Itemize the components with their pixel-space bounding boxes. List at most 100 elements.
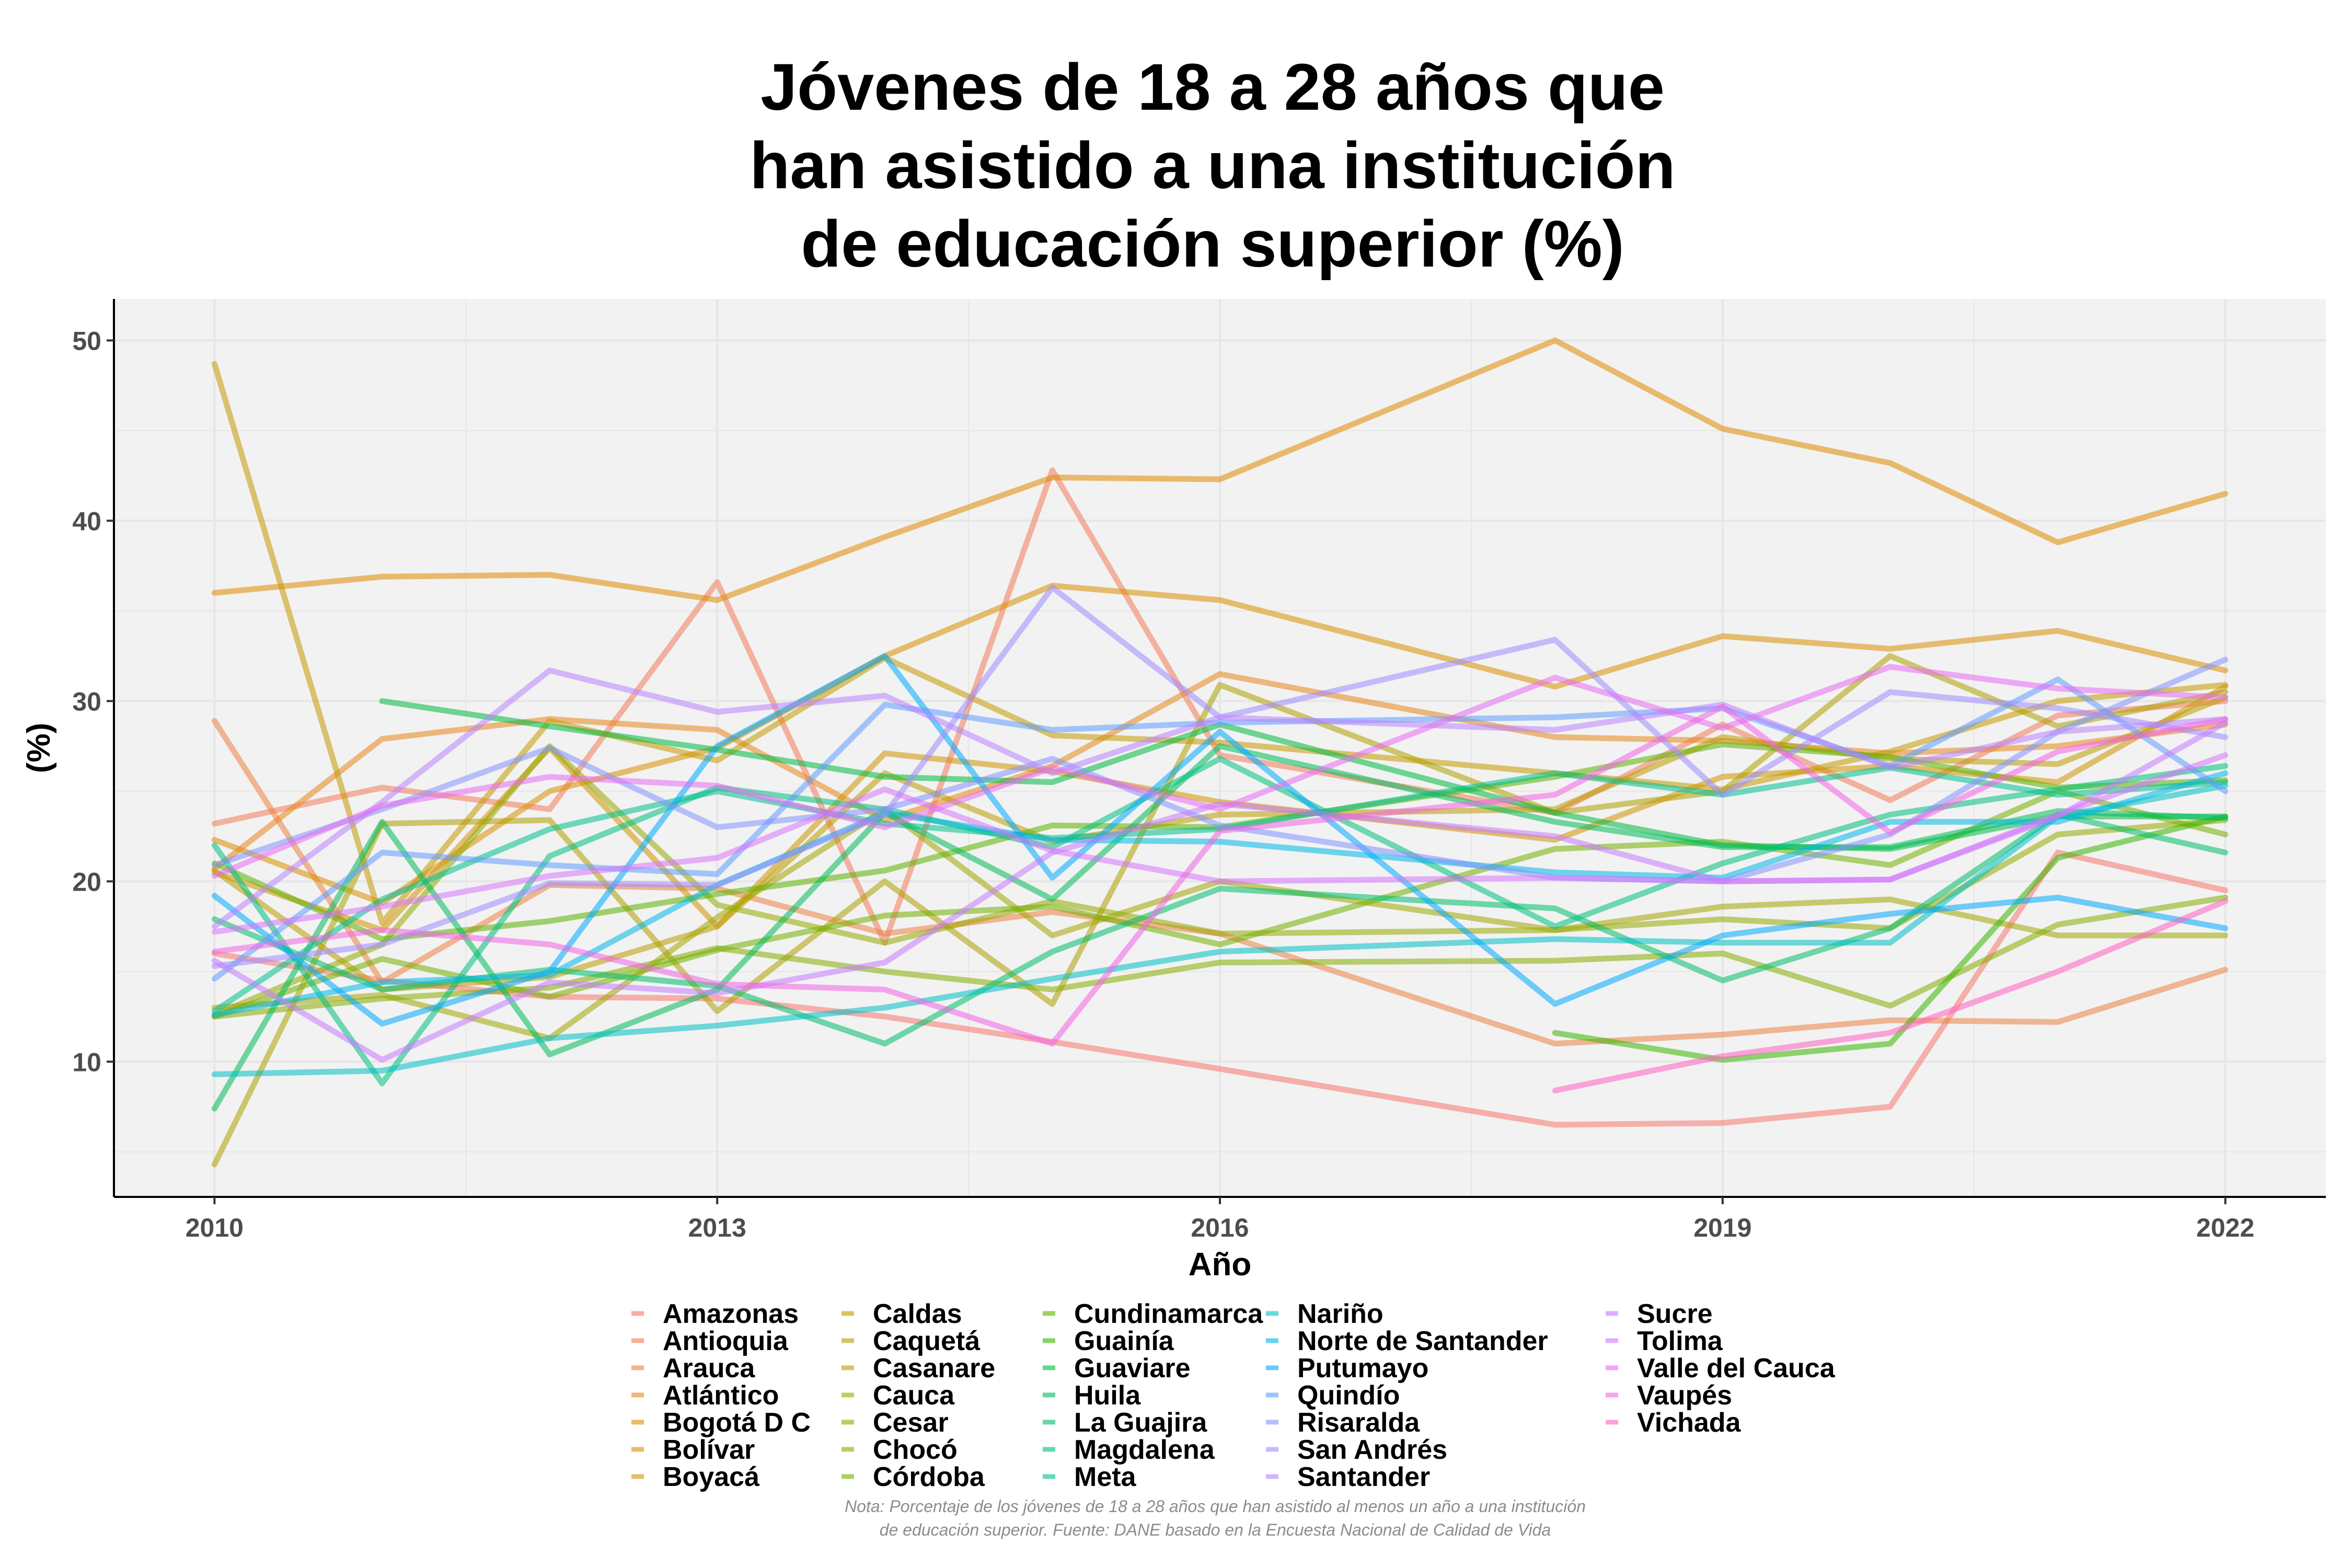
x-tick-label: 2010 <box>186 1213 244 1242</box>
legend-item: Guainía <box>1043 1326 1174 1356</box>
legend-label: San Andrés <box>1297 1435 1447 1465</box>
legend-item: Risaralda <box>1266 1408 1420 1438</box>
legend-item: Caldas <box>841 1299 962 1329</box>
legend-item: Cundinamarca <box>1043 1299 1263 1329</box>
legend-label: Putumayo <box>1297 1353 1428 1383</box>
y-tick-label: 40 <box>72 506 101 536</box>
legend-label: Guainía <box>1074 1326 1174 1356</box>
chart-title-line-3: de educación superior (%) <box>801 207 1624 281</box>
legend-label: Sucre <box>1637 1299 1713 1329</box>
legend-item: Chocó <box>841 1435 958 1465</box>
series-line-quindio <box>211 676 2229 982</box>
legend-label: Nariño <box>1297 1299 1383 1329</box>
legend-label: Casanare <box>873 1353 995 1383</box>
series-line-guainia <box>1552 813 2229 1063</box>
y-tick-label: 10 <box>72 1047 101 1077</box>
chart-title-line-2: han asistido a una institución <box>750 129 1675 202</box>
series-line-vaupes <box>211 704 2229 1047</box>
y-axis-ticks: 10 20 30 40 50 <box>72 326 114 1077</box>
legend-label: Meta <box>1074 1462 1137 1492</box>
legend-item: Valle del Cauca <box>1606 1353 1836 1383</box>
legend-label: Vichada <box>1637 1408 1742 1438</box>
caption-line-1: Nota: Porcentaje de los jóvenes de 18 a … <box>845 1497 1586 1516</box>
legend-label: Cundinamarca <box>1074 1299 1263 1329</box>
legend-item: Meta <box>1043 1462 1137 1492</box>
legend-item: San Andrés <box>1266 1435 1447 1465</box>
series-line-antioquia <box>211 467 2229 946</box>
x-axis-ticks: 2010 2013 2016 2019 2022 <box>186 1197 2254 1242</box>
series-line-narino <box>211 782 2229 1077</box>
legend-item: Guaviare <box>1043 1353 1191 1383</box>
legend-label: La Guajira <box>1074 1408 1207 1438</box>
y-tick-label: 30 <box>72 687 101 716</box>
legend-item: Bolívar <box>631 1435 755 1465</box>
legend-item: Cauca <box>841 1380 955 1411</box>
legend-label: Córdoba <box>873 1462 985 1492</box>
legend-item: Bogotá D C <box>631 1408 811 1438</box>
y-tick-label: 20 <box>72 867 101 896</box>
legend-label: Bolívar <box>663 1435 755 1465</box>
x-axis-title: Año <box>1189 1247 1252 1283</box>
legend-item: Caquetá <box>841 1326 981 1356</box>
series-line-santander <box>211 667 2229 929</box>
legend-label: Bogotá D C <box>663 1408 811 1438</box>
legend-item: Santander <box>1266 1462 1430 1492</box>
legend-item: Vaupés <box>1606 1380 1732 1411</box>
legend-item: Huila <box>1043 1380 1141 1411</box>
legend-label: Amazonas <box>663 1299 799 1329</box>
series-line-san-andres <box>211 584 2229 969</box>
series-line-bolivar <box>211 583 2229 906</box>
series-line-valle-del-cauca <box>211 664 2229 879</box>
legend-label: Vaupés <box>1637 1380 1732 1411</box>
legend-item: Casanare <box>841 1353 995 1383</box>
series-line-cauca <box>211 806 2229 1041</box>
legend-item: Córdoba <box>841 1462 985 1492</box>
series-line-cordoba <box>211 788 2229 1020</box>
legend-label: Arauca <box>663 1353 755 1383</box>
legend-item: Tolima <box>1606 1326 1723 1356</box>
series-line-caldas <box>211 361 2229 926</box>
legend-label: Boyacá <box>663 1462 760 1492</box>
legend-item: Boyacá <box>631 1462 760 1492</box>
legend-label: Antioquia <box>663 1326 789 1356</box>
legend-label: Valle del Cauca <box>1637 1353 1836 1383</box>
legend-item: Sucre <box>1606 1299 1713 1329</box>
series-line-bogota-d-c <box>211 337 2229 603</box>
legend-label: Magdalena <box>1074 1435 1215 1465</box>
series-line-putumayo <box>211 653 2229 1027</box>
legend-label: Huila <box>1074 1380 1141 1411</box>
legend-label: Cauca <box>873 1380 955 1411</box>
x-tick-label: 2019 <box>1693 1213 1751 1242</box>
legend-label: Atlántico <box>663 1380 779 1411</box>
legend-item: Putumayo <box>1266 1353 1428 1383</box>
legend-item: Arauca <box>631 1353 755 1383</box>
series-line-huila <box>211 743 2229 1112</box>
legend-label: Quindío <box>1297 1380 1400 1411</box>
series-line-tolima <box>211 752 2229 935</box>
x-tick-label: 2016 <box>1191 1213 1249 1242</box>
y-axis-title: (%) <box>21 723 57 773</box>
x-tick-label: 2022 <box>2196 1213 2254 1242</box>
series-lines <box>211 337 2229 1168</box>
legend-label: Santander <box>1297 1462 1430 1492</box>
legend-label: Risaralda <box>1297 1408 1420 1438</box>
x-tick-label: 2013 <box>688 1213 746 1242</box>
legend-item: Amazonas <box>631 1299 799 1329</box>
legend-label: Norte de Santander <box>1297 1326 1548 1356</box>
legend-item: Vichada <box>1606 1408 1742 1438</box>
caption-line-2: de educación superior. Fuente: DANE basa… <box>880 1520 1551 1539</box>
legend-item: La Guajira <box>1043 1408 1207 1438</box>
y-tick-label: 50 <box>72 326 101 355</box>
legend-item: Atlántico <box>631 1380 779 1411</box>
legend-item: Quindío <box>1266 1380 1400 1411</box>
legend-item: Cesar <box>841 1408 949 1438</box>
legend-label: Guaviare <box>1074 1353 1191 1383</box>
legend-label: Tolima <box>1637 1326 1723 1356</box>
legend-label: Caldas <box>873 1299 962 1329</box>
legend-item: Magdalena <box>1043 1435 1215 1465</box>
chart-title-line-1: Jóvenes de 18 a 28 años que <box>760 50 1665 124</box>
legend-item: Norte de Santander <box>1266 1326 1548 1356</box>
legend-item: Antioquia <box>631 1326 789 1356</box>
